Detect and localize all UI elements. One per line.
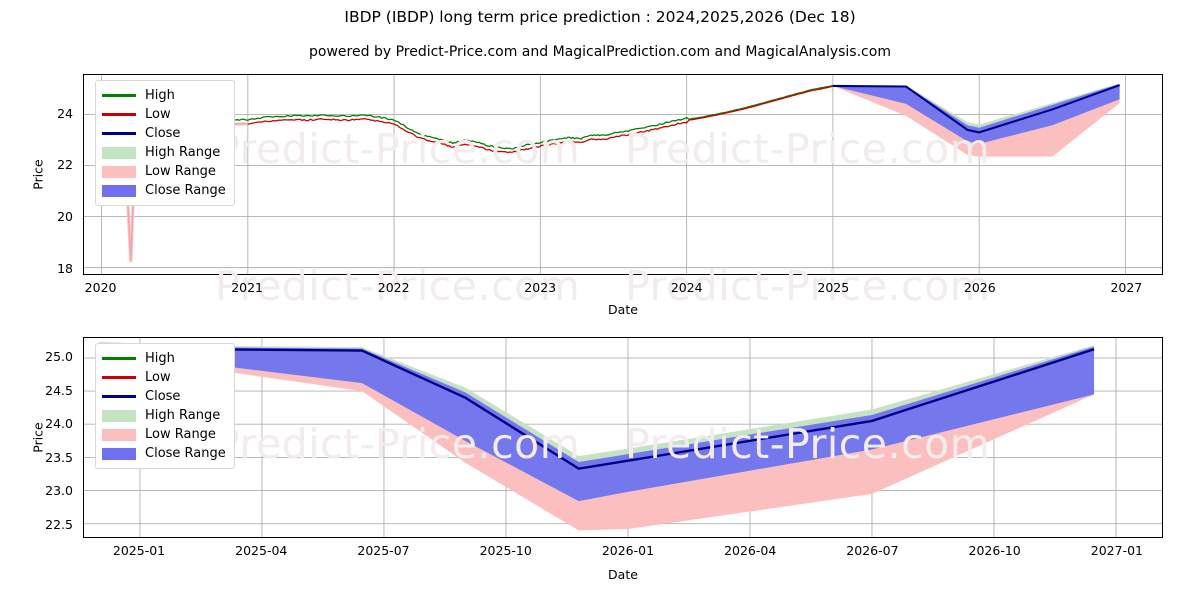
overview-legend: High Low Close High Range Low Range Close Ran… [95, 80, 235, 206]
overview-ytick: 22 [57, 157, 73, 173]
legend-patch-icon [102, 428, 136, 441]
legend-label: Low [145, 107, 171, 122]
overview-legend-item[interactable]: Close Range [102, 181, 226, 200]
forecast-xtick: 2025-04 [235, 543, 288, 558]
forecast-yaxis-label: Price [30, 422, 46, 453]
legend-line-icon [102, 109, 136, 121]
legend-swatch-3 [102, 146, 136, 159]
overview-xtick: 2026 [963, 280, 996, 295]
legend-patch-icon [102, 165, 136, 178]
overview-legend-item[interactable]: Low Range [102, 162, 226, 181]
legend-swatch-5 [102, 184, 136, 197]
overview-xtick: 2023 [524, 280, 557, 295]
legend-line-icon [102, 128, 136, 140]
overview-chart-panel [83, 74, 1163, 275]
forecast-legend-item[interactable]: Close Range [102, 444, 226, 463]
forecast-plot-svg [84, 338, 1162, 537]
overview-xaxis-label: Date [608, 302, 638, 317]
forecast-xtick: 2025-10 [479, 543, 532, 558]
page-subtitle: powered by Predict-Price.com and Magical… [309, 44, 891, 60]
legend-label: Low Range [145, 427, 216, 442]
forecast-chart-panel [83, 337, 1163, 538]
legend-label: High Range [145, 145, 221, 160]
overview-plot-svg [84, 75, 1162, 274]
forecast-legend: High Low Close High Range Low Range Close Ran… [95, 343, 235, 469]
legend-swatch-3 [102, 409, 136, 422]
legend-patch-icon [102, 146, 136, 159]
overview-xtick: 2027 [1110, 280, 1143, 295]
legend-patch-icon [102, 409, 136, 422]
overview-xtick: 2020 [84, 280, 117, 295]
forecast-xtick: 2025-07 [357, 543, 410, 558]
forecast-ytick: 22.5 [45, 516, 73, 532]
legend-swatch-1 [102, 113, 136, 116]
legend-swatch-5 [102, 447, 136, 460]
legend-label: Close Range [145, 183, 226, 198]
forecast-xtick: 2026-01 [601, 543, 655, 558]
legend-label: Close Range [145, 446, 226, 461]
forecast-xtick: 2025-01 [112, 543, 166, 558]
legend-swatch-2 [102, 132, 136, 135]
legend-patch-icon [102, 447, 136, 460]
forecast-plot-area [83, 337, 1163, 538]
overview-legend-item[interactable]: Close [102, 124, 226, 143]
legend-label: Low [145, 370, 171, 385]
forecast-xaxis-label: Date [608, 567, 638, 582]
legend-line-icon [102, 391, 136, 403]
legend-swatch-4 [102, 428, 136, 441]
forecast-ytick: 25.0 [45, 349, 73, 365]
overview-ytick: 18 [57, 260, 73, 276]
overview-plot-area [83, 74, 1163, 275]
forecast-legend-item[interactable]: High [102, 349, 226, 368]
legend-line-icon [102, 90, 136, 102]
legend-label: Close [145, 126, 181, 141]
overview-xtick: 2024 [670, 280, 703, 295]
overview-ytick: 20 [57, 209, 73, 225]
forecast-xtick: 2026-04 [724, 543, 777, 558]
legend-label: High Range [145, 408, 221, 423]
forecast-legend-item[interactable]: Close [102, 387, 226, 406]
legend-line-icon [102, 353, 136, 365]
forecast-ytick: 24.5 [45, 382, 73, 398]
overview-xtick: 2021 [231, 280, 264, 295]
overview-xtick: 2022 [377, 280, 410, 295]
overview-yaxis-label: Price [30, 159, 46, 190]
forecast-legend-item[interactable]: Low [102, 368, 226, 387]
page-title: IBDP (IBDP) long term price prediction :… [344, 8, 856, 26]
legend-swatch-0 [102, 357, 136, 360]
overview-ytick: 24 [57, 105, 73, 121]
forecast-xtick: 2027-01 [1090, 543, 1143, 558]
overview-xtick: 2025 [817, 280, 850, 295]
forecast-ytick: 23.0 [45, 483, 73, 499]
legend-line-icon [102, 372, 136, 384]
legend-swatch-2 [102, 395, 136, 398]
legend-patch-icon [102, 184, 136, 197]
legend-swatch-1 [102, 376, 136, 379]
forecast-legend-item[interactable]: High Range [102, 406, 226, 425]
legend-swatch-4 [102, 165, 136, 178]
overview-legend-item[interactable]: Low [102, 105, 226, 124]
legend-label: Close [145, 389, 181, 404]
forecast-xtick: 2026-07 [846, 543, 899, 558]
overview-legend-item[interactable]: High Range [102, 143, 226, 162]
legend-label: Low Range [145, 164, 216, 179]
forecast-legend-item[interactable]: Low Range [102, 425, 226, 444]
legend-label: High [145, 88, 175, 103]
forecast-ytick: 23.5 [45, 449, 73, 465]
legend-swatch-0 [102, 94, 136, 97]
overview-legend-item[interactable]: High [102, 86, 226, 105]
legend-label: High [145, 351, 175, 366]
forecast-ytick: 24.0 [45, 416, 73, 432]
forecast-xtick: 2026-10 [968, 543, 1021, 558]
